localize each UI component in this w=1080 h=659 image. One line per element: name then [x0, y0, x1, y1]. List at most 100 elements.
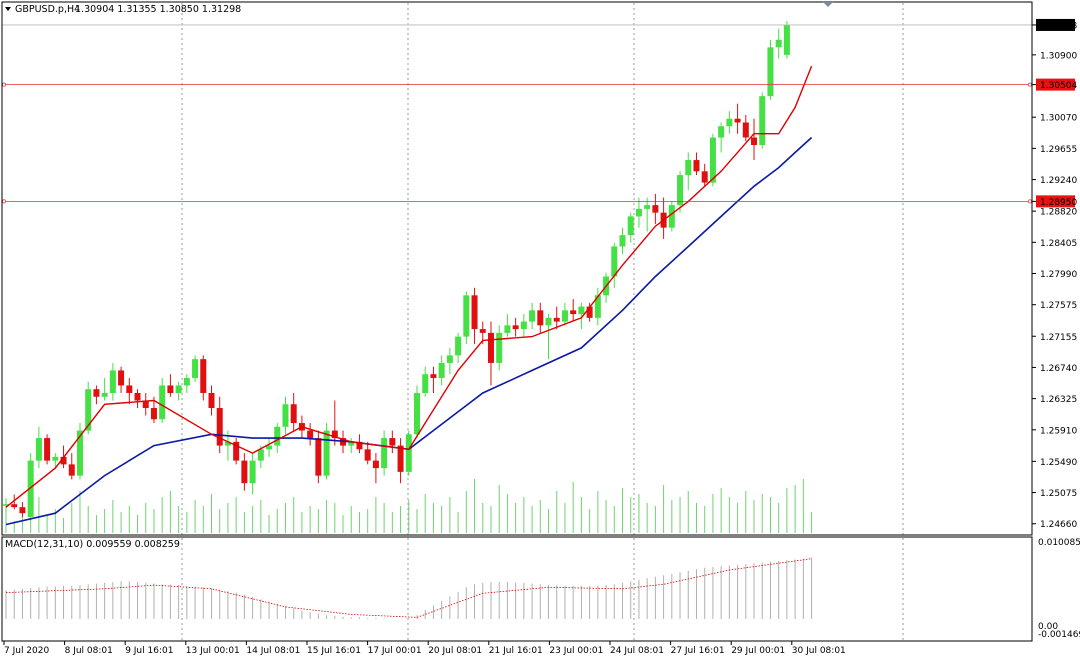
candle-body	[463, 295, 470, 337]
candle-body	[430, 374, 437, 378]
price-tick-label: 1.29655	[1040, 145, 1077, 155]
candle-body	[257, 449, 264, 461]
candle-body	[751, 137, 758, 146]
candle-body	[767, 47, 774, 97]
candle-body	[619, 235, 626, 247]
candles	[3, 21, 790, 521]
candle-body	[356, 441, 363, 450]
candle-body	[479, 329, 486, 333]
price-label-box	[1036, 18, 1075, 31]
candle-body	[372, 460, 379, 469]
candle-body	[85, 389, 92, 431]
candle-body	[150, 408, 157, 420]
candle-body	[611, 246, 618, 277]
candle-body	[364, 449, 371, 461]
candle-body	[635, 208, 642, 217]
candle-body	[348, 441, 355, 446]
candle-body	[233, 441, 240, 461]
time-tick-label: 14 Jul 08:01	[246, 646, 300, 656]
vertical-grid	[181, 3, 904, 640]
candle-body	[726, 118, 733, 127]
candle-body	[701, 171, 708, 183]
candle-body	[438, 362, 445, 378]
price-tick-label: 1.30070	[1040, 114, 1077, 124]
candle-body	[561, 310, 568, 322]
candle-body	[35, 438, 42, 461]
price-tick-label: 1.28950	[1040, 198, 1077, 208]
macd-signal-line	[5, 558, 812, 618]
main-pane-frame	[1, 1, 1033, 536]
macd-pane-frame	[1, 536, 1033, 642]
candle-body	[19, 507, 26, 514]
candle-body	[512, 325, 519, 330]
chart-shift-marker-icon[interactable]	[823, 2, 833, 7]
horizontal-levels	[2, 24, 1032, 204]
candle-body	[208, 392, 215, 409]
price-tick-label: 1.30900	[1040, 51, 1077, 61]
candle-body	[487, 332, 494, 363]
price-label-box	[1036, 78, 1075, 91]
price-tick-label: 1.25075	[1040, 489, 1077, 499]
candle-body	[274, 426, 281, 446]
candle-body	[60, 456, 67, 465]
candle-body	[405, 434, 412, 472]
candle-body	[677, 175, 684, 206]
candle-body	[422, 374, 429, 393]
candle-body	[496, 332, 503, 363]
candle-body	[323, 430, 330, 476]
candle-body	[290, 404, 297, 424]
price-tick-label: 1.25490	[1040, 458, 1077, 468]
time-tick-label: 27 Jul 16:01	[671, 646, 725, 656]
candle-body	[775, 39, 782, 48]
candle-body	[414, 392, 420, 435]
candle-body	[742, 122, 749, 138]
candle-body	[537, 310, 544, 326]
price-tick-label: 1.28820	[1040, 208, 1077, 218]
candle-body	[216, 408, 223, 446]
candle-body	[307, 430, 314, 439]
candle-body	[27, 460, 34, 517]
candle-body	[627, 216, 634, 236]
candle-body	[167, 385, 174, 393]
ohlc-header: 1.30904 1.31355 1.30850 1.31298	[75, 4, 241, 15]
candle-body	[397, 445, 404, 472]
candle-body	[586, 306, 593, 318]
candle-body	[553, 317, 560, 322]
ma-fast-line	[5, 65, 813, 508]
candle-body	[3, 504, 9, 506]
candle-body	[644, 205, 651, 209]
candle-body	[315, 438, 322, 476]
candle-body	[389, 438, 396, 446]
candle-body	[578, 306, 585, 315]
candle-body	[759, 96, 766, 146]
macd-tick-label: 0.00	[1038, 622, 1058, 632]
candle-body	[192, 359, 199, 378]
candle-body	[783, 24, 790, 55]
time-tick-label: 13 Jul 00:01	[186, 646, 240, 656]
candle-body	[718, 126, 725, 138]
candle-body	[109, 370, 116, 393]
candle-body	[520, 321, 527, 330]
candle-body	[68, 464, 75, 476]
price-tick-label: 1.27990	[1040, 270, 1077, 280]
menu-triangle-icon[interactable]	[5, 7, 11, 11]
candle-body	[52, 456, 59, 461]
level-anchor	[1028, 82, 1032, 87]
candle-body	[76, 430, 83, 476]
time-tick-label: 20 Jul 08:01	[428, 646, 482, 656]
candle-body	[249, 460, 256, 484]
candle-body	[101, 392, 108, 397]
candle-body	[126, 385, 133, 393]
candle-body	[693, 160, 700, 172]
price-tick-label: 1.31298	[1040, 21, 1077, 31]
candle-body	[93, 389, 100, 397]
price-tick-label: 1.27155	[1040, 333, 1077, 343]
time-tick-label: 24 Jul 08:01	[610, 646, 664, 656]
level-anchor	[1028, 199, 1032, 204]
level-anchor	[2, 82, 6, 87]
candle-body	[175, 385, 182, 393]
time-tick-label: 8 Jul 08:01	[65, 646, 113, 656]
candle-body	[183, 377, 190, 386]
candle-body	[118, 370, 125, 386]
